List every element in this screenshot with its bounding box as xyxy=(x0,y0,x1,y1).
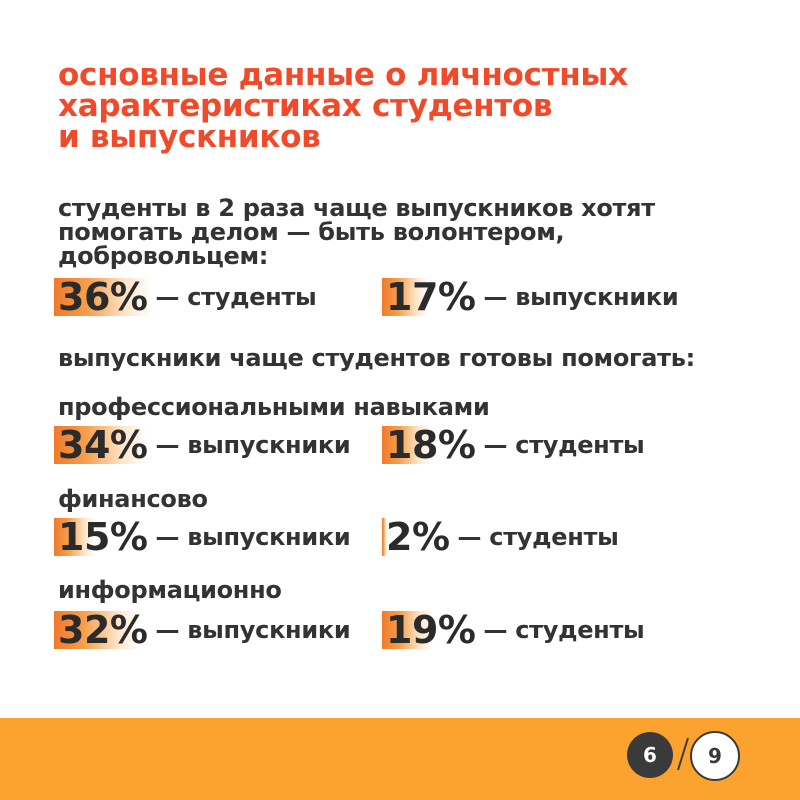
section-heading-informational: информационно xyxy=(58,576,282,604)
section-heading-financial: финансово xyxy=(58,485,208,513)
stat-label: — студенты xyxy=(483,616,645,644)
stat-bar xyxy=(382,518,387,556)
stat-value: 18% xyxy=(386,423,476,467)
stat-informational-graduates: 32% — выпускники xyxy=(54,608,351,652)
intro-line-2: помогать делом — быть волонтером, xyxy=(58,218,565,246)
stat-value: 15% xyxy=(58,515,148,559)
stat-financial-students: 2% — студенты xyxy=(382,516,619,558)
stat-value: 34% xyxy=(58,423,148,467)
stat-bar xyxy=(54,426,146,464)
intro-line-3: добровольцем: xyxy=(58,242,269,270)
stat-bar xyxy=(382,278,428,316)
stat-value: 2% xyxy=(386,515,450,559)
intro-line-1: студенты в 2 раза чаще выпускников хотят xyxy=(58,194,655,222)
stat-label: — выпускники xyxy=(483,283,679,311)
stat-label: — студенты xyxy=(155,283,317,311)
stat-volunteer-graduates: 17% — выпускники xyxy=(382,275,679,319)
stat-value: 32% xyxy=(58,608,148,652)
stat-value: 17% xyxy=(386,275,476,319)
stat-value: 36% xyxy=(58,275,148,319)
stat-bar xyxy=(54,518,95,556)
stat-value: 19% xyxy=(386,608,476,652)
page-current-indicator: 6 xyxy=(627,732,673,778)
page-separator-icon xyxy=(677,737,689,771)
title-line-1: основные данные о личностных xyxy=(58,57,628,93)
page-title: основные данные о личностных характерист… xyxy=(58,60,758,153)
title-line-3: и выпускников xyxy=(58,119,321,155)
intro-text: студенты в 2 раза чаще выпускников хотят… xyxy=(58,196,758,268)
stat-label: — выпускники xyxy=(155,431,351,459)
title-line-2: характеристиках студентов xyxy=(58,88,553,124)
stat-label: — студенты xyxy=(457,523,619,551)
stat-professional-students: 18% — студенты xyxy=(382,423,645,467)
stat-volunteer-students: 36% — студенты xyxy=(54,275,317,319)
stat-bar xyxy=(382,426,431,464)
stat-label: — выпускники xyxy=(155,616,351,644)
stat-informational-students: 19% — студенты xyxy=(382,608,645,652)
graduates-more-heading: выпускники чаще студентов готовы помогат… xyxy=(58,344,695,372)
stat-label: — студенты xyxy=(483,431,645,459)
stat-financial-graduates: 15% — выпускники xyxy=(54,515,351,559)
stat-bar xyxy=(54,278,151,316)
page-total-indicator: 9 xyxy=(690,731,740,781)
section-heading-professional: профессиональными навыками xyxy=(58,393,490,421)
stat-label: — выпускники xyxy=(155,523,351,551)
stat-bar xyxy=(382,611,433,649)
stat-bar xyxy=(54,611,140,649)
stat-professional-graduates: 34% — выпускники xyxy=(54,423,351,467)
